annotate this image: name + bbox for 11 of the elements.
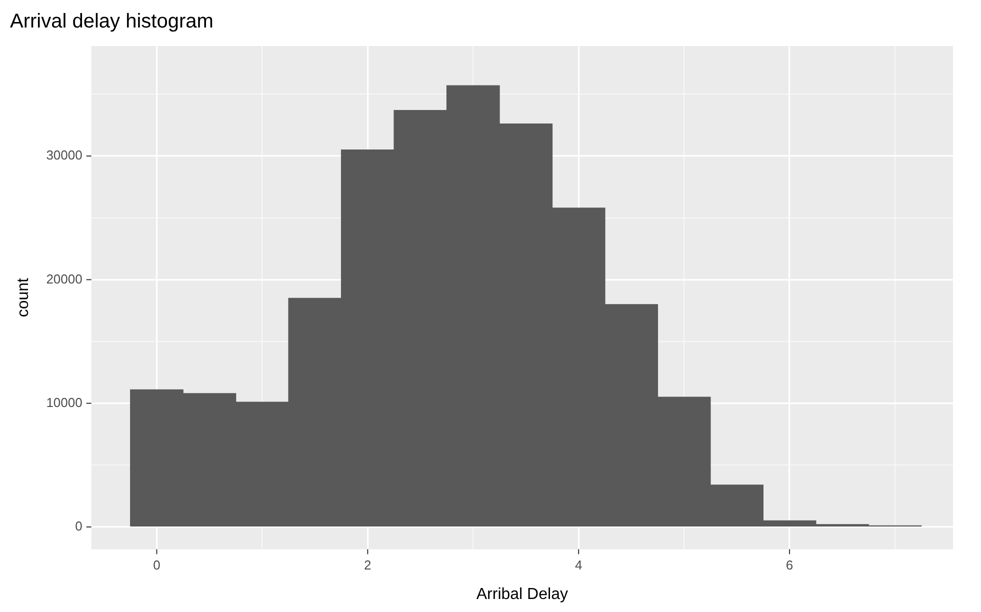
y-tick-label: 10000 (46, 394, 82, 410)
y-axis-title: count (15, 277, 32, 318)
x-tick-label: 6 (786, 558, 794, 573)
x-tick-label: 2 (364, 558, 372, 573)
x-axis-title: Arribal Delay (476, 586, 568, 603)
x-tick-label: 0 (153, 558, 160, 573)
y-tick-label: 30000 (46, 148, 82, 163)
chart-title: Arrival delay histogram (10, 10, 214, 33)
x-tick-label: 4 (574, 558, 582, 573)
y-tick-label: 20000 (46, 271, 82, 286)
y-tick-label: 0 (75, 518, 82, 534)
